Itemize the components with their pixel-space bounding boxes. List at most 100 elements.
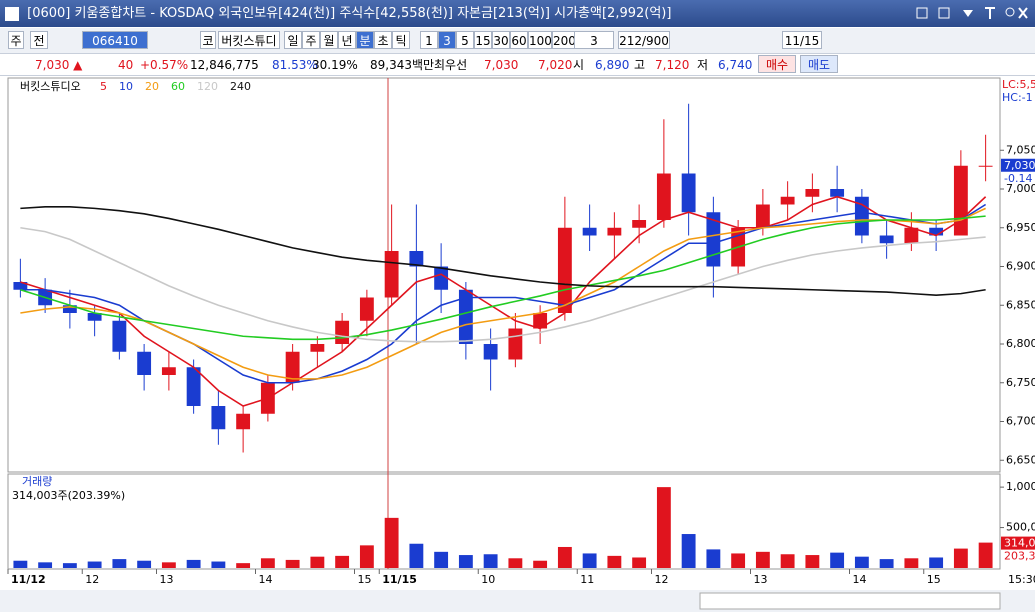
change: 40 <box>118 58 134 72</box>
minute-button[interactable]: 60 <box>510 31 528 49</box>
candle-body <box>62 305 77 313</box>
volume-bar <box>508 558 523 568</box>
change-box: -0.14 <box>1004 172 1032 185</box>
minute-button[interactable]: 5 <box>456 31 474 49</box>
unit-button[interactable]: 분 <box>356 31 374 49</box>
candle-body <box>87 313 102 321</box>
volume-tick-label: 1,000,000 <box>1006 480 1035 493</box>
y-tick-label: 6,650 <box>1006 453 1035 466</box>
volume-bar <box>137 560 152 568</box>
period[interactable]: 주 <box>8 31 24 49</box>
buy-button[interactable]: 매수 <box>758 55 796 73</box>
low: 6,740 <box>718 58 753 72</box>
lc-label: LC:5,5 <box>1002 78 1035 91</box>
legend-entry: 10 <box>119 80 133 93</box>
volume-bar <box>186 559 201 568</box>
candle-body <box>557 227 572 313</box>
volume-bar <box>260 558 275 568</box>
minute-button[interactable]: 1 <box>420 31 438 49</box>
low-label: 저 <box>697 58 709 72</box>
volume-bar <box>978 542 993 568</box>
ask: 7,030 <box>484 58 519 72</box>
y-tick-label: 6,700 <box>1006 415 1035 428</box>
volume-bar <box>38 562 53 568</box>
code-input[interactable]: 066410 <box>82 31 148 49</box>
all-button[interactable]: 전 <box>30 31 48 49</box>
count-input[interactable]: 3 <box>574 31 614 49</box>
volume-bar <box>285 559 300 568</box>
volume-bar <box>335 555 350 568</box>
volume-bar <box>236 563 251 568</box>
x-tick-label: 13 <box>160 573 174 586</box>
unit-button[interactable]: 년 <box>338 31 356 49</box>
volume-bar <box>483 554 498 568</box>
volume-bar <box>87 561 102 568</box>
volume-bar <box>656 487 671 568</box>
stock-name[interactable]: 버킷스튜디 <box>218 31 280 49</box>
title-bar: [0600] 키움종합차트 - KOSDAQ 외국인보유[424(천)] 주식수… <box>0 0 1035 27</box>
candle-body <box>359 297 374 321</box>
candle-body <box>656 173 671 220</box>
x-tick-label: 11/15 <box>382 573 417 586</box>
volume-bar <box>755 551 770 568</box>
candle-body <box>929 227 944 236</box>
moving-average <box>20 206 986 296</box>
minute-button[interactable]: 100 <box>528 31 552 49</box>
unit-button[interactable]: 틱 <box>392 31 410 49</box>
candle-body <box>112 320 127 352</box>
scroll-controls[interactable] <box>699 592 1001 610</box>
y-tick-label: 6,900 <box>1006 260 1035 273</box>
unit-button[interactable]: 일 <box>284 31 302 49</box>
volume-bar <box>706 549 721 568</box>
volume-bar <box>533 560 548 568</box>
x-tick-label: 15 <box>358 573 372 586</box>
candle-body <box>186 367 201 406</box>
minute-button[interactable]: 15 <box>474 31 492 49</box>
candle-body <box>285 351 300 383</box>
date-input[interactable]: 11/15 <box>782 31 822 49</box>
volume: 12,846,775 <box>190 58 259 72</box>
toolbar: 주 전 066410 코 버킷스튜디 일 주 월 년 분 초 틱 1 3 5 15 30 60 100 200 3 212… <box>0 28 1035 54</box>
end-time: 15:30 <box>1008 573 1035 586</box>
candle-body <box>13 282 28 290</box>
volume-box2: 203,3 <box>1004 550 1035 563</box>
volume-bar <box>384 517 399 568</box>
volume-bar <box>310 556 325 568</box>
candle-body <box>904 227 919 244</box>
price-panel <box>7 77 1001 473</box>
legend-entry: 240 <box>230 80 251 93</box>
unit-button[interactable]: 월 <box>320 31 338 49</box>
candle-body <box>830 189 845 197</box>
candle-body <box>879 235 894 244</box>
ratio1: 81.53% <box>272 58 318 72</box>
minute-button[interactable]: 30 <box>492 31 510 49</box>
candle-body <box>533 313 548 329</box>
minute-button[interactable]: 200 <box>552 31 576 49</box>
window-buttons[interactable] <box>915 6 1030 22</box>
moving-average <box>20 226 986 343</box>
hc-label: HC:-1 <box>1002 91 1033 104</box>
range[interactable]: 212/900 <box>618 31 670 49</box>
high-label: 고 <box>634 58 646 72</box>
volume-bar <box>458 555 473 568</box>
volume-bar <box>557 546 572 568</box>
candle-body <box>953 165 968 236</box>
unit-button[interactable]: 주 <box>302 31 320 49</box>
y-tick-label: 6,800 <box>1006 337 1035 350</box>
candle-body <box>161 367 176 375</box>
candle-body <box>409 251 424 267</box>
volume-bar <box>830 552 845 568</box>
y-tick-label: 6,850 <box>1006 298 1035 311</box>
price-box-bg <box>1001 158 1035 172</box>
minute-button[interactable]: 3 <box>438 31 456 49</box>
market[interactable]: 코 <box>200 31 216 49</box>
unit-button[interactable]: 초 <box>374 31 392 49</box>
sell-button[interactable]: 매도 <box>800 55 838 73</box>
candle-body <box>211 406 226 430</box>
ratio2: 30.19% <box>312 58 358 72</box>
x-tick-label: 14 <box>259 573 273 586</box>
candle-body <box>681 173 696 213</box>
candle-body <box>805 189 820 197</box>
candle-body <box>335 320 350 344</box>
